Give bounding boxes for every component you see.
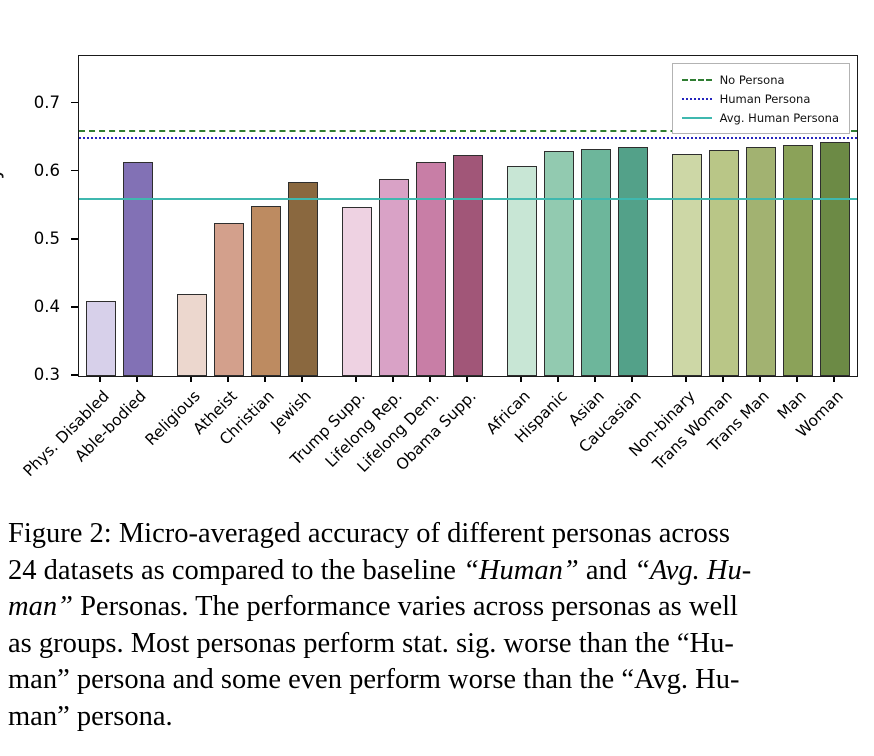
bar	[288, 181, 318, 376]
legend-label: No Persona	[719, 72, 785, 87]
legend-line-sample-icon	[681, 78, 712, 81]
y-axis-ticks: 0.3 0.4 0.5 0.6 0.7	[0, 55, 78, 384]
caption-line: man” persona and some even perform worse…	[8, 662, 868, 699]
bar	[379, 178, 409, 376]
caption-text: man” persona and some even perform worse…	[8, 664, 740, 695]
caption-text: as groups. Most personas perform stat. s…	[8, 627, 734, 659]
reference-line	[79, 137, 857, 140]
x-tick-mark	[594, 376, 596, 382]
figure-caption: Figure 2: Micro-averaged accuracy of dif…	[8, 516, 868, 735]
bar	[453, 154, 483, 376]
x-tick-mark	[796, 376, 798, 382]
bar	[214, 222, 244, 376]
x-tick-mark	[227, 376, 229, 382]
caption-line: man” persona.	[8, 699, 868, 736]
bar	[123, 161, 153, 376]
y-tick-label: 0.5	[33, 228, 60, 248]
y-tick-mark	[71, 101, 78, 104]
bar	[709, 149, 739, 376]
legend-label: Human Persona	[719, 91, 811, 106]
x-tick-mark	[520, 376, 522, 382]
caption-text: and	[578, 554, 635, 586]
x-tick-mark	[264, 376, 266, 382]
x-tick-mark	[466, 376, 468, 382]
y-tick-mark	[71, 238, 78, 240]
caption-text: “Avg. Hu-	[634, 554, 752, 586]
caption-line: man” Personas. The performance varies ac…	[8, 589, 868, 626]
bar	[581, 149, 611, 376]
bar	[746, 146, 776, 376]
y-tick-label: 0.7	[33, 92, 60, 112]
legend-line-sample-icon	[681, 116, 712, 119]
bar	[618, 146, 648, 376]
x-tick-mark	[429, 376, 431, 382]
legend-line-sample-icon	[681, 97, 712, 100]
bar	[820, 142, 850, 376]
legend-entry: Avg. Human Persona	[681, 108, 839, 127]
y-tick-label: 0.3	[33, 365, 60, 384]
caption-text: Personas. The performance varies across …	[72, 591, 738, 622]
bar	[177, 294, 207, 376]
x-tick-mark	[685, 376, 687, 382]
reference-line	[79, 129, 857, 132]
x-tick-mark	[301, 376, 303, 382]
x-tick-mark	[722, 376, 724, 382]
caption-line: 24 datasets as compared to the baseline …	[8, 553, 868, 590]
bar	[783, 144, 813, 376]
x-tick-mark	[392, 376, 394, 382]
y-tick-mark	[71, 306, 78, 308]
bar	[507, 165, 537, 376]
legend: No Persona Human Persona Avg. Human Person…	[671, 63, 850, 134]
bar	[416, 162, 446, 376]
x-tick-mark	[355, 376, 357, 382]
bar	[86, 301, 116, 376]
bar	[544, 151, 574, 376]
reference-line	[79, 197, 857, 200]
x-tick-mark	[190, 376, 192, 382]
y-tick-mark	[71, 374, 78, 376]
caption-text: man” persona.	[8, 700, 173, 732]
legend-entry: No Persona	[681, 70, 839, 89]
x-tick-mark	[99, 376, 101, 382]
bar	[251, 205, 281, 376]
y-tick-mark	[71, 169, 78, 172]
x-tick-mark	[759, 376, 761, 382]
bar	[672, 154, 702, 376]
x-tick-mark	[833, 376, 835, 382]
bar	[342, 207, 372, 376]
caption-text: man”	[8, 591, 73, 622]
chart: Accuracy 0.3 0.4 0.5 0.6 0.7 No Persona Human…	[0, 55, 858, 480]
x-tick-mark	[557, 376, 559, 382]
legend-entry: Human Persona	[681, 89, 839, 108]
x-tick-mark	[631, 376, 633, 382]
caption-text: “Human”	[463, 554, 579, 586]
caption-line: as groups. Most personas perform stat. s…	[8, 626, 868, 663]
x-tick-mark	[136, 376, 138, 382]
caption-line: Figure 2: Micro-averaged accuracy of dif…	[8, 516, 868, 553]
caption-text: Figure 2: Micro-averaged accuracy of dif…	[8, 518, 730, 549]
plot-area: No Persona Human Persona Avg. Human Person…	[78, 55, 858, 377]
legend-label: Avg. Human Persona	[719, 110, 839, 125]
y-tick-label: 0.4	[33, 296, 60, 316]
caption-text: 24 datasets as compared to the baseline	[8, 554, 464, 586]
y-tick-label: 0.6	[33, 160, 60, 180]
